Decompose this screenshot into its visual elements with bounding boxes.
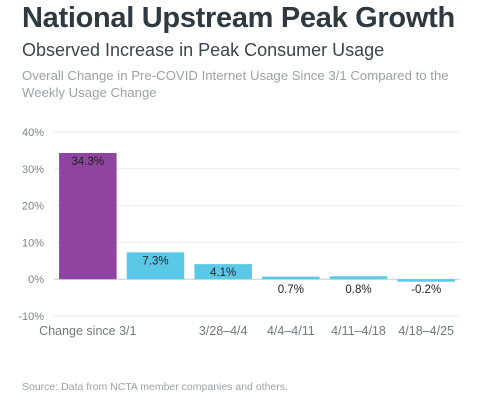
y-tick-label: 30% bbox=[22, 164, 44, 176]
x-category-label: 4/11–4/18 bbox=[331, 324, 386, 338]
y-tick-label: 40% bbox=[22, 127, 44, 139]
data-label: 34.3% bbox=[72, 156, 105, 168]
x-category-label: 3/28–4/4 bbox=[199, 324, 248, 338]
data-label: -0.2% bbox=[411, 284, 441, 296]
chart-subtitle: Observed Increase in Peak Consumer Usage bbox=[22, 40, 385, 60]
bar bbox=[194, 264, 252, 280]
labels: -10% 0% 10% 20% 30% 40% 34.3% Change since 3/1 7… bbox=[18, 127, 454, 338]
gridlines bbox=[54, 131, 460, 317]
x-category-label: 4/4–4/11 bbox=[267, 324, 315, 338]
chart-title: National Upstream Peak Growth bbox=[22, 2, 455, 34]
bar bbox=[126, 252, 185, 280]
bar bbox=[262, 276, 320, 280]
data-label: 4.1% bbox=[210, 267, 236, 279]
data-label: 7.3% bbox=[142, 255, 168, 267]
y-tick-label: -10% bbox=[18, 311, 44, 323]
bars bbox=[59, 152, 455, 282]
data-label: 0.7% bbox=[278, 284, 304, 296]
source-note: Source: Data from NCTA member companies … bbox=[22, 381, 288, 393]
data-label: 0.8% bbox=[345, 284, 371, 296]
y-tick-label: 10% bbox=[22, 237, 44, 249]
x-category-label: 4/18–4/25 bbox=[398, 324, 454, 338]
bar bbox=[329, 276, 388, 280]
y-tick-label: 20% bbox=[22, 201, 44, 213]
bar bbox=[397, 279, 455, 282]
y-tick-label: 0% bbox=[28, 274, 44, 286]
x-category-label: Change since 3/1 bbox=[39, 324, 136, 338]
chart-description: Overall Change in Pre-COVID Internet Usa… bbox=[22, 68, 449, 100]
bar bbox=[59, 152, 117, 280]
